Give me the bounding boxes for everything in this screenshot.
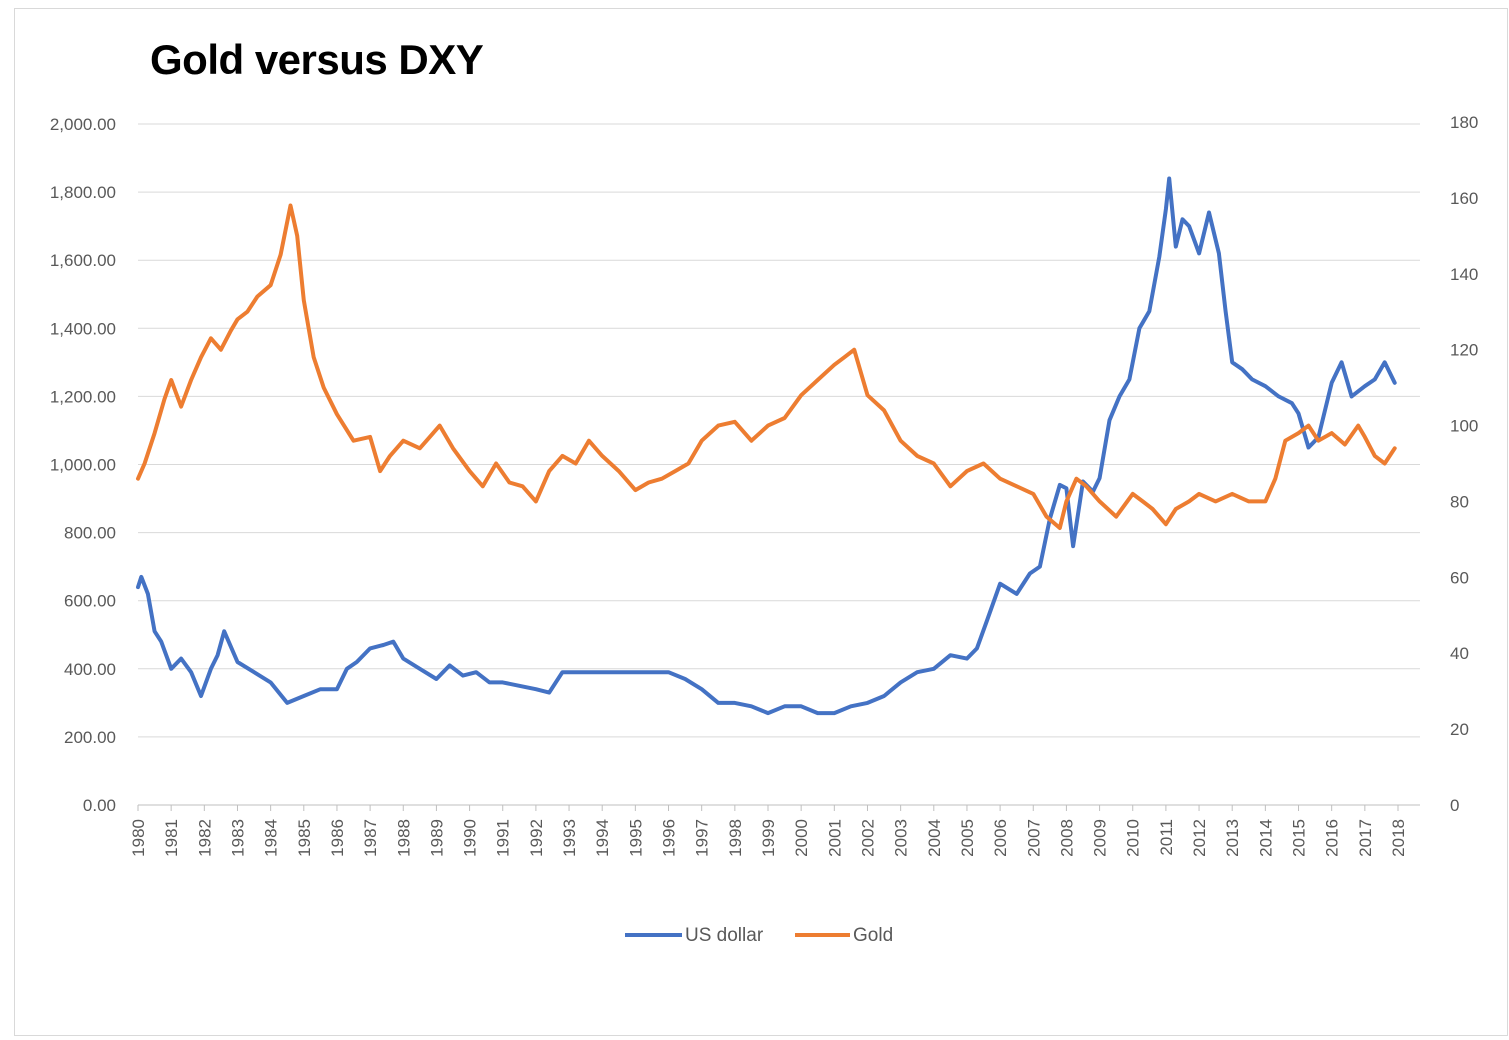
x-tick-label: 2011 <box>1157 819 1176 856</box>
x-tick-label: 1988 <box>394 819 413 857</box>
x-tick-label: 2010 <box>1124 819 1143 857</box>
x-tick-label: 2013 <box>1223 819 1242 857</box>
y-right-tick-label: 60 <box>1450 568 1469 587</box>
x-tick-label: 1987 <box>361 819 380 857</box>
x-tick-label: 2003 <box>892 819 911 857</box>
x-tick-label: 2007 <box>1024 819 1043 857</box>
legend-label: US dollar <box>685 925 764 946</box>
left-y-axis: 0.00 200.00 400.00 600.00 800.00 1,000.00 1,20… <box>50 115 116 815</box>
x-tick-label: 1985 <box>295 819 314 857</box>
x-tick-label: 2002 <box>858 819 877 857</box>
x-tick-label: 2008 <box>1057 819 1076 857</box>
x-tick-label: 1995 <box>626 819 645 857</box>
y-left-tick-label: 0.00 <box>83 796 116 815</box>
y-right-tick-label: 180 <box>1450 113 1478 132</box>
y-left-tick-label: 600.00 <box>64 592 116 611</box>
gridlines <box>138 123 1420 806</box>
right-y-axis: 0 20 40 60 80 100 120 140 160 180 <box>1450 113 1478 815</box>
x-tick-label: 2000 <box>792 819 811 857</box>
x-tick-label: 2009 <box>1091 819 1110 857</box>
x-tick-label: 1992 <box>527 819 546 857</box>
y-right-tick-label: 160 <box>1450 189 1478 208</box>
chart-area <box>14 8 1508 1036</box>
legend-label: Gold <box>853 925 893 946</box>
x-tick-label: 2014 <box>1256 819 1275 857</box>
x-tick-label: 2018 <box>1389 819 1408 857</box>
y-left-tick-label: 400.00 <box>64 660 116 679</box>
x-tick-label: 1981 <box>162 819 181 857</box>
y-right-tick-label: 100 <box>1450 417 1478 436</box>
y-left-tick-label: 1,000.00 <box>50 456 116 475</box>
series-line-gold <box>136 203 1397 530</box>
x-tick-label: 1980 <box>129 819 148 857</box>
y-right-tick-label: 20 <box>1450 720 1469 739</box>
x-tick-label: 1990 <box>461 819 480 857</box>
x-tick-label: 1997 <box>693 819 712 857</box>
y-left-tick-label: 1,800.00 <box>50 183 116 202</box>
x-tick-label: 2012 <box>1190 819 1209 857</box>
x-tick-label: 2017 <box>1356 819 1375 857</box>
x-tick-label: 1999 <box>759 819 778 857</box>
x-tick-label: 2005 <box>958 819 977 857</box>
x-tick-label: 1984 <box>262 819 281 857</box>
x-tick-label: 1989 <box>427 819 446 857</box>
x-tick-label: 2015 <box>1290 819 1309 857</box>
x-tick-label: 1982 <box>195 819 214 857</box>
y-right-tick-label: 0 <box>1450 796 1459 815</box>
y-left-tick-label: 2,000.00 <box>50 115 116 134</box>
series-lines <box>136 176 1397 716</box>
y-left-tick-label: 800.00 <box>64 524 116 543</box>
chart-title: Gold versus DXY <box>150 36 484 83</box>
x-tick-label: 1991 <box>494 819 513 857</box>
x-axis: 1980 1981 1982 1983 1984 1985 1986 1987 1988 1989… <box>129 805 1408 857</box>
y-right-tick-label: 140 <box>1450 265 1478 284</box>
y-right-tick-label: 40 <box>1450 644 1469 663</box>
x-tick-label: 1994 <box>593 819 612 857</box>
legend: US dollar Gold <box>625 925 893 946</box>
x-tick-label: 2006 <box>991 819 1010 857</box>
x-tick-label: 1986 <box>328 819 347 857</box>
x-tick-label: 1996 <box>660 819 679 857</box>
x-tick-label: 1998 <box>726 819 745 857</box>
y-left-tick-label: 1,200.00 <box>50 387 116 406</box>
y-right-tick-label: 120 <box>1450 341 1478 360</box>
series-line-us-dollar <box>136 176 1397 716</box>
y-left-tick-label: 200.00 <box>64 728 116 747</box>
y-left-tick-label: 1,600.00 <box>50 251 116 270</box>
y-left-tick-label: 1,400.00 <box>50 319 116 338</box>
x-tick-label: 2016 <box>1323 819 1342 857</box>
y-right-tick-label: 80 <box>1450 492 1469 511</box>
x-tick-label: 1983 <box>228 819 247 857</box>
x-tick-label: 1993 <box>560 819 579 857</box>
x-tick-label: 2001 <box>825 819 844 857</box>
x-tick-label: 2004 <box>925 819 944 857</box>
